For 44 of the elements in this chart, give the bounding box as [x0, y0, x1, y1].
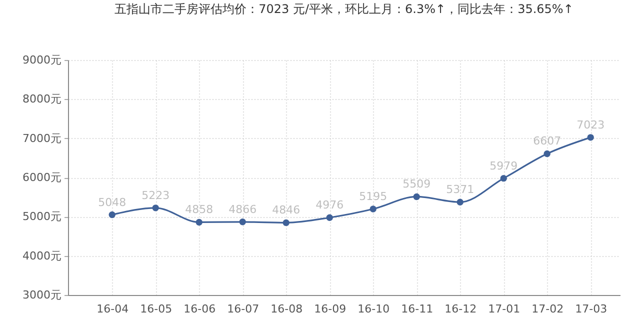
point — [196, 218, 202, 226]
x-tick-label: 17-02 — [532, 302, 564, 316]
data-label: 5979 — [490, 159, 518, 172]
data-label: 6607 — [533, 134, 562, 148]
point — [108, 211, 116, 218]
y-tick-label: 6000元 — [22, 171, 62, 184]
x-tick-label: 16-04 — [96, 302, 129, 316]
data-label: 4846 — [272, 204, 300, 217]
point — [413, 193, 420, 200]
y-tick-label: 4000元 — [22, 249, 62, 262]
x-tick-label: 16-10 — [358, 302, 390, 316]
point — [544, 150, 550, 158]
y-tick-label: 7000元 — [22, 132, 62, 145]
x-tick-label: 16-12 — [444, 302, 477, 316]
point — [239, 218, 246, 226]
x-tick-label: 16-05 — [140, 302, 172, 316]
x-tick-label: 16-11 — [401, 302, 434, 316]
data-label: 5048 — [98, 196, 126, 209]
x-tick-label: 16-09 — [314, 302, 346, 316]
x-tick-label: 16-06 — [184, 302, 216, 316]
data-label: 4976 — [316, 198, 344, 212]
chart-title: 五指山市二手房评估均价：7023 元/平米，环比上月：6.3%↑，同比去年：35.65%↑ — [114, 2, 574, 16]
data-label: 5223 — [142, 188, 170, 202]
point — [152, 204, 159, 212]
point — [456, 198, 464, 206]
point — [326, 214, 333, 221]
x-tick-label: 16-08 — [270, 302, 303, 316]
point — [370, 206, 376, 212]
y-tick-label: 3000元 — [22, 288, 62, 302]
point — [587, 134, 594, 141]
data-label: 5509 — [402, 178, 431, 191]
y-tick-label: 5000元 — [22, 210, 62, 224]
data-label: 5195 — [359, 190, 388, 204]
point — [282, 219, 290, 226]
y-tick-label: 9000元 — [22, 54, 62, 66]
data-label: 5371 — [446, 183, 474, 196]
data-label: 4858 — [185, 203, 214, 216]
x-tick-label: 17-03 — [575, 302, 608, 316]
x-tick-label: 16-07 — [227, 302, 260, 316]
data-label: 4866 — [228, 202, 257, 216]
data-label: 7023 — [576, 118, 605, 132]
x-tick-label: 17-01 — [488, 302, 520, 316]
y-tick-label: 8000元 — [22, 92, 62, 106]
point — [500, 174, 507, 182]
